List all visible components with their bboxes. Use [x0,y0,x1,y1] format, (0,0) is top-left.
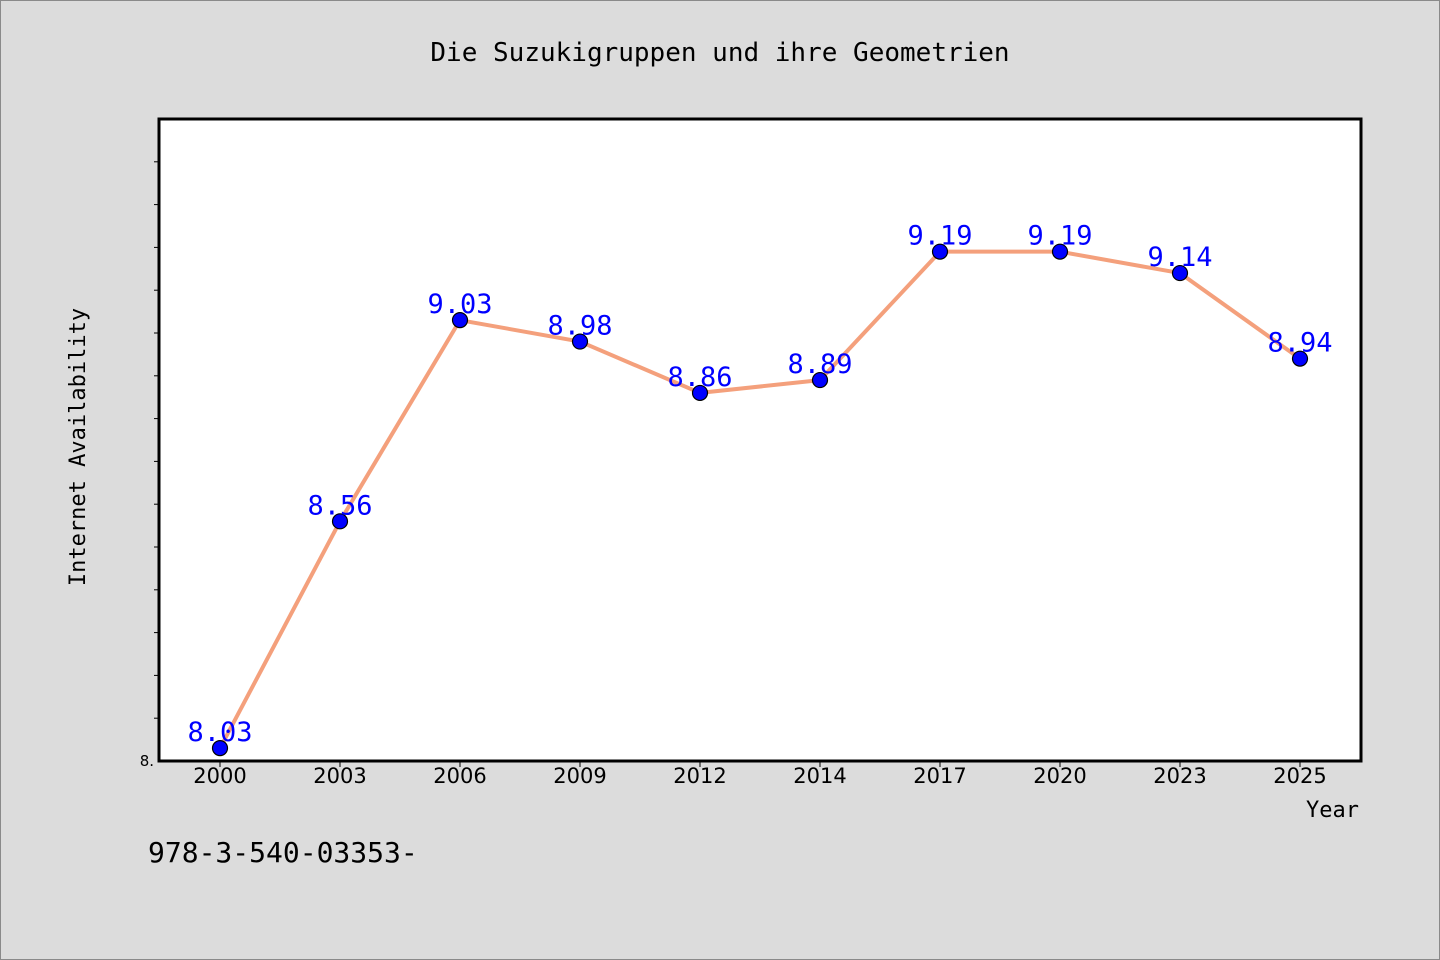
series-line [218,249,1302,750]
x-tick-label: 2014 [793,764,846,788]
chart-title: Die Suzukigruppen und ihre Geometrien [430,38,1009,68]
data-point-marker [931,243,949,260]
x-tick-label: 2006 [433,764,486,788]
x-axis-label: Year [1306,798,1359,823]
data-label: 8.56 [307,490,372,521]
marker-group [211,243,1309,757]
data-point-marker [811,371,829,389]
footer-isbn-text: 978-3-540-03353- [148,836,418,869]
plot-area [157,117,1363,763]
x-tick-label: 2012 [673,764,726,788]
data-label: 8.94 [1267,328,1332,359]
x-tick-label: 2000 [193,764,246,788]
x-tick-label: 2023 [1153,764,1206,788]
x-tick-label: 2025 [1273,764,1326,788]
series-line-group [218,249,1302,750]
data-point-marker [1051,243,1069,260]
data-point-marker [211,740,229,757]
y-axis-ticks [154,161,159,719]
data-point-marker [1171,264,1189,282]
x-axis-ticks: 2000 2003 2006 2009 2012 2014 2017 2020 2023 2025 [193,761,1327,788]
data-point-marker [691,384,709,402]
data-point-marker [571,333,589,350]
data-point-marker [1291,350,1309,367]
y-axis-label: Internet Availability [66,308,91,586]
data-label: 9.19 [1027,221,1092,252]
data-label: 9.19 [907,221,972,252]
data-label: 8.98 [547,311,612,342]
data-label-group: 8.03 8.56 9.03 8.98 8.86 8.89 9.19 9.19 9.14 8.94 [187,221,1332,748]
x-tick-label: 2003 [313,764,366,788]
x-tick-label: 2017 [913,764,966,788]
y-tick-label: 8. [140,752,154,770]
data-label: 9.14 [1147,242,1212,273]
data-point-marker [451,312,469,329]
data-point-marker [331,513,349,530]
data-label: 8.03 [187,717,252,748]
data-label: 8.89 [787,349,852,380]
x-tick-label: 2020 [1033,764,1086,788]
x-tick-label: 2009 [553,764,606,788]
data-label: 8.86 [667,362,732,393]
data-label: 9.03 [427,289,492,320]
